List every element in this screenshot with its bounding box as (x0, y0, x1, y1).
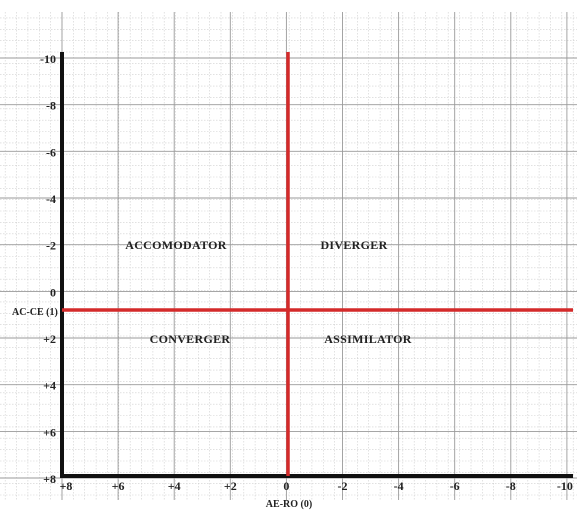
quadrant-accomodator: ACCOMODATOR (125, 238, 227, 252)
y-tick-label: 0 (50, 285, 56, 299)
x-tick-label: +6 (112, 479, 125, 493)
x-tick-label: +2 (224, 479, 237, 493)
x-tick-label: -4 (394, 479, 404, 493)
x-tick-label: +4 (168, 479, 181, 493)
y-tick-label: +6 (43, 425, 56, 439)
y-tick-label: -10 (40, 52, 56, 66)
y-tick-label: -8 (46, 99, 56, 113)
quadrant-diverger: DIVERGER (320, 238, 387, 252)
x-tick-label: -6 (450, 479, 460, 493)
x-tick-label: -8 (506, 479, 516, 493)
x-tick-label: 0 (283, 479, 289, 493)
x-tick-label: -10 (557, 479, 573, 493)
x-tick-labels: +8 +6 +4 +2 0 -2 -4 -6 -8 -10 (60, 479, 573, 493)
y-tick-label: -6 (46, 145, 56, 159)
y-tick-labels: -10 -8 -6 -4 -2 0 +2 +4 +6 +8 (40, 52, 56, 486)
quadrant-assimilator: ASSIMILATOR (324, 332, 412, 346)
x-tick-label: +8 (60, 479, 73, 493)
y-tick-label: +2 (43, 332, 56, 346)
y-tick-label: +4 (43, 379, 56, 393)
y-tick-label: -2 (46, 239, 56, 253)
x-axis-label: AE-RO (0) (266, 499, 312, 510)
y-axis-label: AC-CE (1) (12, 307, 58, 318)
quadrant-converger: CONVERGER (150, 332, 231, 346)
x-tick-label: -2 (338, 479, 348, 493)
y-tick-label: -4 (46, 192, 56, 206)
y-tick-label: +8 (43, 472, 56, 486)
